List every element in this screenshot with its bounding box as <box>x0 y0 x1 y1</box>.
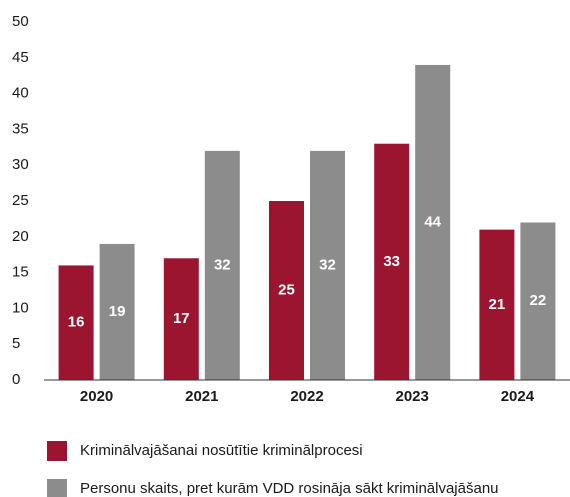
x-tick-label: 2023 <box>396 388 429 405</box>
bar <box>520 222 556 380</box>
x-tick-label: 2024 <box>501 388 535 405</box>
bar <box>310 150 345 380</box>
value-label: 32 <box>214 256 231 273</box>
y-tick-label: 45 <box>12 49 29 66</box>
legend-swatch <box>47 441 67 461</box>
value-label: 22 <box>530 292 547 309</box>
value-label: 19 <box>109 303 126 320</box>
legend-swatch <box>47 479 67 497</box>
bar <box>163 258 199 380</box>
legend-label: Personu skaits, pret kurām VDD rosināja … <box>80 480 499 497</box>
bar <box>374 143 410 380</box>
y-tick-label: 0 <box>12 371 20 388</box>
y-tick-label: 15 <box>12 264 29 281</box>
y-tick-label: 5 <box>12 335 20 352</box>
y-tick-label: 25 <box>12 192 29 209</box>
value-label: 25 <box>278 281 295 298</box>
bar <box>58 265 94 380</box>
value-label: 17 <box>173 310 190 327</box>
y-tick-label: 20 <box>12 228 29 245</box>
value-label: 16 <box>68 314 85 331</box>
x-tick-label: 2020 <box>80 388 113 405</box>
value-label: 21 <box>489 296 506 313</box>
bar <box>99 243 135 380</box>
y-tick-label: 10 <box>12 299 29 316</box>
y-tick-label: 50 <box>12 13 29 30</box>
y-tick-label: 40 <box>12 85 29 102</box>
bar <box>269 201 304 380</box>
x-tick-label: 2022 <box>290 388 323 405</box>
bar <box>479 229 515 380</box>
value-label: 32 <box>319 256 336 273</box>
bar <box>415 64 451 381</box>
value-label: 44 <box>424 213 441 230</box>
x-tick-label: 2021 <box>185 388 218 405</box>
value-label: 33 <box>383 253 400 270</box>
bar <box>204 150 240 380</box>
legend-label: Kriminālvajāšanai nosūtītie kriminālproc… <box>80 442 363 459</box>
y-tick-label: 35 <box>12 120 29 137</box>
y-tick-label: 30 <box>12 156 29 173</box>
